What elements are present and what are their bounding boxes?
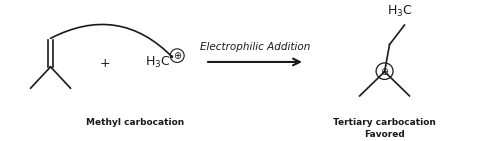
FancyArrowPatch shape	[50, 24, 172, 57]
Text: H$_3$C: H$_3$C	[387, 4, 412, 19]
Text: Favored: Favored	[364, 130, 405, 139]
Text: +: +	[100, 57, 111, 70]
Text: Methyl carbocation: Methyl carbocation	[86, 118, 184, 127]
Text: Electrophilic Addition: Electrophilic Addition	[200, 42, 310, 52]
Text: ⊕: ⊕	[173, 51, 181, 61]
Text: H$_3$C: H$_3$C	[145, 54, 171, 70]
Text: Tertiary carbocation: Tertiary carbocation	[333, 118, 436, 127]
Text: ⊕: ⊕	[381, 67, 389, 77]
